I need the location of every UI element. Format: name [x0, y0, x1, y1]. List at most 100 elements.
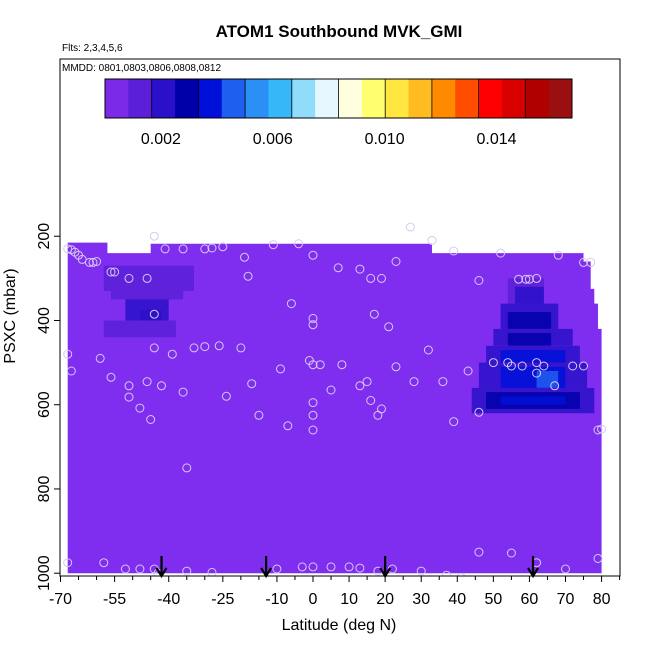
- plot-frame: [59, 58, 621, 577]
- sample-point: [106, 372, 116, 382]
- sample-point: [449, 246, 459, 256]
- sample-point: [92, 257, 102, 266]
- colorbar-segment: [198, 79, 223, 118]
- sample-points: [63, 222, 607, 576]
- sample-point: [597, 424, 607, 434]
- sample-point: [344, 562, 354, 572]
- field-cell: [500, 396, 566, 405]
- x-tick-label: -40: [157, 591, 180, 608]
- sample-point: [308, 313, 318, 323]
- colorbar-segment: [408, 79, 433, 118]
- sample-point: [149, 231, 159, 241]
- sample-point: [243, 271, 253, 281]
- sample-point: [593, 554, 603, 563]
- sample-point: [405, 222, 415, 232]
- colorbar-frame: [104, 78, 573, 119]
- x-tick-label: 80: [593, 591, 611, 608]
- sample-point: [355, 563, 365, 573]
- sample-point: [182, 566, 192, 576]
- field-cell: [103, 265, 194, 291]
- sample-point: [272, 564, 282, 574]
- sample-point: [333, 263, 343, 273]
- x-axis: -70 -55 -40 -25 -10 0 10 20 30 40 50 60 70 80: [49, 576, 621, 608]
- x-tick-label: 70: [557, 591, 575, 608]
- sample-point: [521, 274, 531, 284]
- sample-point: [214, 341, 224, 351]
- sample-point: [88, 257, 98, 267]
- x-tick-label: 50: [485, 591, 503, 608]
- x-tick-label: 20: [376, 591, 394, 608]
- sample-point: [593, 425, 603, 435]
- colorbar-segment: [151, 79, 176, 118]
- field-cell: [103, 320, 176, 338]
- sample-point: [362, 377, 372, 387]
- y-tick-label: 600: [36, 391, 53, 418]
- colorbar-tick-label: 0.010: [365, 131, 405, 148]
- heatmap-field: [67, 242, 602, 574]
- sample-point: [240, 252, 249, 262]
- x-tick-label: 60: [521, 591, 539, 608]
- sample-point: [283, 421, 293, 431]
- x-tick-label: 0: [309, 591, 318, 608]
- sample-point: [366, 273, 376, 283]
- sample-point: [423, 345, 433, 355]
- sample-point: [268, 240, 278, 250]
- sample-point: [308, 562, 318, 572]
- sample-point: [142, 273, 152, 283]
- sample-point: [178, 244, 188, 254]
- sample-point: [474, 276, 484, 285]
- sample-point: [308, 410, 318, 420]
- sample-point: [276, 364, 285, 374]
- colorbar-tick-label: 0.006: [253, 131, 293, 148]
- sample-point: [474, 407, 484, 417]
- sample-point: [124, 381, 134, 391]
- sample-point: [326, 562, 336, 572]
- colorbar: [104, 78, 573, 119]
- sample-point: [160, 244, 170, 254]
- dates-label: MMDD: 0801,0803,0806,0808,0812: [62, 63, 221, 74]
- sample-point: [146, 415, 156, 424]
- colorbar-segment: [431, 79, 456, 118]
- x-tick-label: 10: [340, 591, 358, 608]
- x-tick-label: 30: [412, 591, 430, 608]
- sample-point: [449, 417, 459, 427]
- sample-point: [63, 244, 73, 254]
- sample-point: [391, 362, 401, 372]
- sample-point: [221, 391, 231, 401]
- y-tick-label: 200: [36, 223, 53, 250]
- sample-point: [355, 264, 365, 274]
- field-cell: [111, 291, 184, 300]
- sample-point: [579, 257, 588, 267]
- sample-point: [63, 558, 73, 568]
- sample-point: [297, 562, 307, 572]
- sample-point: [568, 361, 578, 371]
- sample-point: [120, 564, 130, 574]
- x-tick-label: 40: [448, 591, 466, 608]
- sample-point: [496, 248, 506, 258]
- sample-point: [236, 343, 246, 353]
- field-cell: [515, 286, 544, 304]
- sample-point: [286, 299, 296, 309]
- colorbar-segment: [501, 79, 526, 118]
- sample-point: [110, 267, 120, 277]
- sample-point: [579, 361, 588, 371]
- y-tick-label: 400: [36, 307, 53, 334]
- sample-point: [553, 250, 563, 260]
- flights-label: Flts: 2,3,4,5,6: [62, 43, 123, 54]
- sample-point: [200, 342, 210, 352]
- colorbar-segment: [525, 79, 550, 118]
- colorbar-segment: [361, 79, 386, 118]
- y-axis: 200 400 600 800 1000: [36, 223, 60, 591]
- sample-point: [178, 387, 188, 397]
- sample-point: [106, 267, 116, 277]
- sample-point: [377, 404, 386, 414]
- sample-point: [442, 570, 451, 576]
- x-tick-label: -10: [265, 591, 288, 608]
- sample-point: [506, 361, 516, 371]
- sample-point: [384, 322, 394, 332]
- y-tick-label: 800: [36, 476, 53, 503]
- sample-point: [326, 385, 336, 395]
- sample-point: [409, 377, 419, 387]
- x-axis-label: Latitude (deg N): [282, 617, 397, 634]
- sample-point: [304, 356, 314, 365]
